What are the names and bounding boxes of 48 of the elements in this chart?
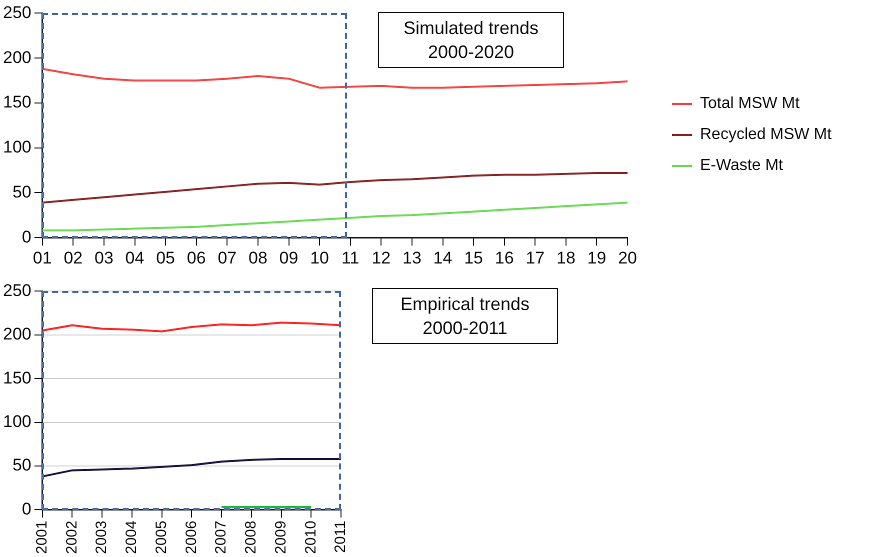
x-tick-label: 02	[64, 248, 83, 268]
x-tick-label: 16	[494, 248, 514, 268]
x-tick-label: 10	[310, 248, 330, 268]
x-tick-label: 04	[125, 248, 144, 268]
x-tick-label: 2011	[332, 520, 350, 553]
x-tick-label: 2009	[272, 520, 290, 554]
x-tick-label: 20	[618, 248, 638, 268]
annotation: Simulated trends 2000-2020	[378, 12, 564, 68]
y-tick-label: 100	[2, 138, 32, 157]
x-tick-label: 2003	[93, 520, 110, 554]
x-tick-label: 2006	[182, 520, 200, 554]
legend-label: Total MSW Mt	[700, 94, 800, 112]
x-tick-label: 2008	[242, 520, 260, 554]
y-tick-label: 100	[2, 412, 32, 431]
x-tick-label: 15	[464, 248, 484, 268]
x-tick-label: 2007	[212, 520, 230, 554]
x-tick-label: 12	[372, 248, 391, 268]
x-tick-label: 14	[433, 248, 452, 268]
y-tick-label: 150	[2, 92, 32, 112]
x-tick-label: 2004	[123, 520, 140, 554]
y-tick-label: 50	[12, 182, 32, 202]
x-tick-label: 01	[32, 248, 52, 268]
x-tick-label: 18	[556, 248, 576, 268]
legend-label: E-Waste Mt	[700, 156, 783, 174]
y-tick-label: 150	[2, 368, 32, 388]
x-tick-label: 07	[218, 248, 237, 268]
y-tick-label: 0	[22, 499, 32, 518]
y-tick-label: 50	[12, 456, 32, 475]
x-tick-label: 05	[156, 248, 176, 268]
x-tick-label: 17	[526, 248, 545, 268]
x-tick-label: 08	[248, 248, 268, 268]
x-tick-label: 11	[342, 248, 360, 268]
x-tick-label: 2002	[63, 520, 80, 554]
x-tick-label: 19	[587, 248, 606, 268]
x-tick-label: 03	[94, 248, 114, 268]
legend-label: Recycled MSW Mt	[700, 126, 832, 144]
y-tick-label: 0	[22, 227, 32, 246]
x-tick-label: 2010	[302, 520, 320, 554]
y-tick-label: 250	[2, 2, 32, 22]
y-tick-label: 200	[2, 324, 32, 344]
x-tick-label: 2001	[34, 520, 51, 554]
y-tick-label: 250	[2, 280, 32, 300]
x-tick-label: 09	[279, 248, 298, 268]
text: Empirical trends 2000-2011	[372, 288, 558, 344]
y-tick-label: 200	[2, 48, 32, 67]
x-tick-label: 06	[186, 248, 206, 268]
x-tick-label: 2005	[152, 520, 170, 554]
x-tick-label: 13	[402, 248, 422, 268]
